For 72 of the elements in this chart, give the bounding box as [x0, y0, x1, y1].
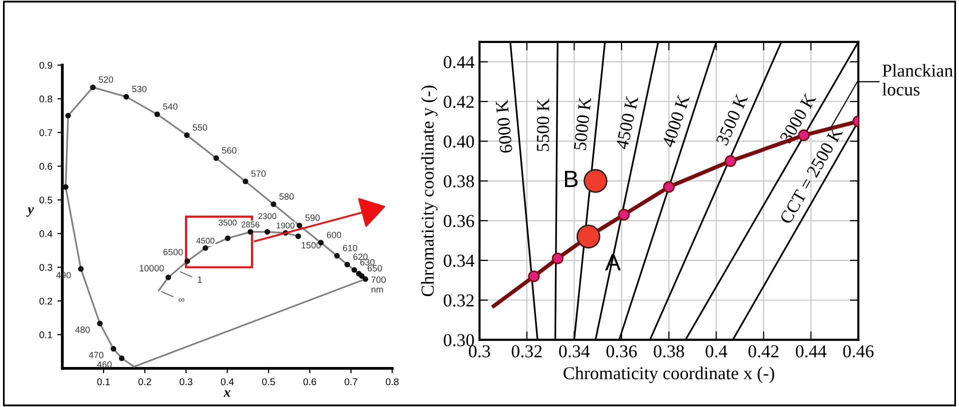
- y-tick-label: 0.2: [39, 298, 52, 305]
- annotation: 6500: [163, 248, 183, 256]
- x-tick-label: 0.32: [512, 345, 542, 358]
- annotation: 1: [198, 276, 202, 283]
- y-tick-label: 0.36: [444, 214, 474, 228]
- annotation: Planckian locus: [882, 64, 953, 96]
- annotation: 650: [368, 265, 382, 272]
- y-tick-label: 0.9: [39, 62, 52, 69]
- annotation: 3500: [218, 220, 237, 226]
- annotation: 480: [75, 326, 90, 333]
- annotation: 1900: [276, 222, 294, 228]
- x-tick-label: 0.44: [796, 345, 826, 358]
- text: 4500 K: [616, 95, 639, 150]
- x-tick-label: 0.7: [344, 378, 358, 386]
- text: 6000 K: [496, 100, 512, 154]
- x-tick-label: 0.3: [180, 378, 192, 386]
- y-tick-label: 0.30: [444, 334, 474, 346]
- x-tick-label: 0.2: [138, 378, 152, 386]
- x-axis-title: x: [224, 390, 230, 397]
- annotation: 460: [97, 361, 112, 368]
- y-tick-label: 0.7: [39, 129, 52, 136]
- annotation: 550: [192, 124, 208, 131]
- annotation: 580: [279, 193, 294, 200]
- y-tick-label: 0.40: [444, 135, 474, 148]
- annotation: 570: [251, 170, 266, 177]
- annotation: 600: [326, 232, 342, 238]
- x-tick-label: 0.34: [559, 345, 590, 358]
- x-axis-title: Chromaticity coordinate x (-): [564, 366, 774, 384]
- annotation: 540: [163, 103, 178, 110]
- x-tick-label: 0.46: [843, 345, 874, 358]
- y-axis-title: Chromaticity coordinate y (-): [421, 86, 438, 296]
- x-tick-label: 0.6: [303, 378, 316, 386]
- x-tick-label: 0.4: [706, 345, 728, 358]
- y-tick-label: 0.6: [39, 162, 52, 170]
- y-tick-label: 0.42: [444, 96, 474, 108]
- x-tick-label: 0.36: [606, 345, 637, 358]
- y-tick-label: 0.5: [39, 196, 52, 204]
- text: 3500 K: [716, 92, 748, 146]
- y-tick-label: 0.1: [39, 331, 52, 338]
- y-tick-label: 0.3: [39, 264, 52, 271]
- annotation: 610: [342, 244, 358, 252]
- annotation: 4500: [196, 238, 214, 244]
- annotation: 530: [132, 86, 147, 92]
- y-axis-title: y: [26, 207, 34, 217]
- y-tick-label: 0.4: [39, 230, 52, 238]
- series-label: B: [565, 170, 578, 188]
- annotation: 560: [222, 147, 236, 154]
- x-tick-label: 0.4: [220, 378, 234, 386]
- text: 5000 K: [574, 96, 592, 150]
- text: 5500 K: [536, 98, 550, 152]
- x-tick-label: 0.1: [97, 378, 110, 386]
- annotation: 630: [360, 259, 375, 266]
- annotation: 620: [353, 254, 368, 260]
- annotation: ∞: [178, 298, 184, 302]
- annotation: 470: [88, 352, 104, 358]
- y-tick-label: 0.32: [444, 294, 474, 307]
- y-tick-label: 0.8: [39, 96, 52, 102]
- y-tick-label: 0.38: [444, 175, 474, 188]
- y-tick-label: 0.44: [444, 56, 474, 68]
- x-tick-label: 0.8: [386, 378, 399, 386]
- x-tick-label: 0.3: [468, 345, 490, 358]
- annotation: 700 nm: [371, 276, 386, 293]
- annotation: 10000: [140, 265, 164, 272]
- x-tick-label: 0.5: [262, 378, 275, 386]
- annotation: 2856: [242, 222, 260, 228]
- x-tick-label: 0.38: [654, 345, 684, 358]
- annotation: 520: [98, 76, 114, 83]
- annotation: 2300: [258, 213, 276, 220]
- text: 4000 K: [662, 94, 690, 148]
- y-tick-label: 0.34: [444, 254, 474, 267]
- x-tick-label: 0.42: [748, 345, 778, 358]
- annotation: 590: [305, 214, 320, 221]
